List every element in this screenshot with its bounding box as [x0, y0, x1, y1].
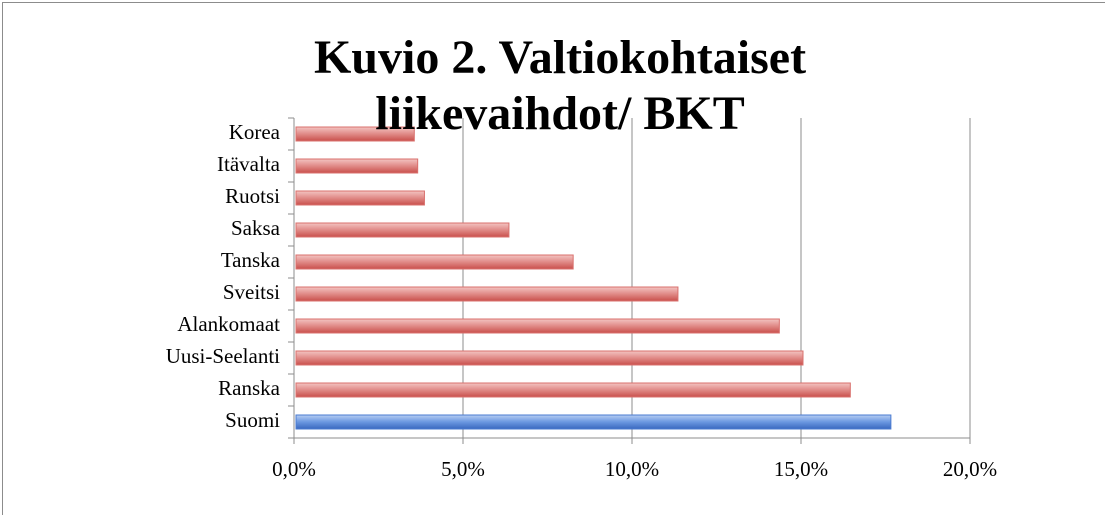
y-tick-label: Saksa — [231, 216, 281, 240]
bar — [295, 158, 419, 174]
y-tick-label: Itävalta — [217, 152, 281, 176]
x-tick-label: 10,0% — [605, 457, 659, 481]
x-tick-label: 15,0% — [774, 457, 828, 481]
bar — [295, 382, 851, 398]
x-tick-label: 0,0% — [272, 457, 316, 481]
y-tick-label: Alankomaat — [177, 312, 280, 336]
bar — [295, 190, 425, 206]
y-tick-label: Ruotsi — [225, 184, 280, 208]
y-tick-label: Uusi-Seelanti — [166, 344, 280, 368]
x-tick-label: 5,0% — [441, 457, 485, 481]
y-tick-label: Sveitsi — [223, 280, 280, 304]
bar — [295, 318, 780, 334]
bar — [295, 414, 892, 430]
chart-title: Kuvio 2. Valtiokohtaiset liikevaihdot/ B… — [313, 31, 807, 140]
y-tick-label: Tanska — [221, 248, 281, 272]
y-tick-label: Korea — [229, 120, 281, 144]
bar — [295, 350, 804, 366]
x-tick-label: 20,0% — [943, 457, 997, 481]
bar — [295, 254, 574, 270]
bar — [295, 286, 679, 302]
y-tick-label: Suomi — [225, 408, 280, 432]
bar — [295, 222, 510, 238]
y-tick-label: Ranska — [218, 376, 281, 400]
bar — [295, 126, 415, 142]
